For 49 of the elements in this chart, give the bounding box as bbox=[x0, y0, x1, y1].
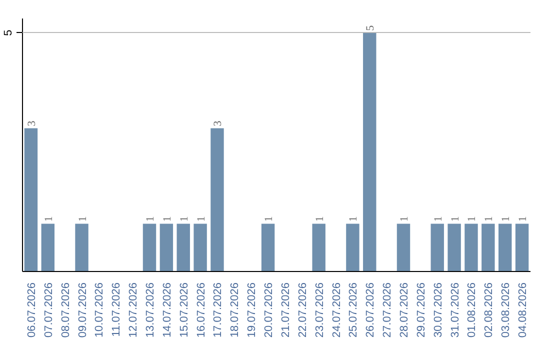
x-tick-label: 08.07.2026 bbox=[60, 282, 72, 338]
x-tick-label: 30.07.2026 bbox=[432, 282, 444, 338]
x-tick-label: 19.07.2026 bbox=[246, 282, 258, 338]
data-label: 1 bbox=[76, 216, 89, 222]
x-tick-label: 25.07.2026 bbox=[348, 282, 360, 338]
data-label: 1 bbox=[161, 216, 174, 222]
x-tick-label: 29.07.2026 bbox=[415, 282, 428, 338]
x-tick-label: 07.07.2026 bbox=[42, 282, 55, 338]
x-tick-label: 14.07.2026 bbox=[161, 282, 174, 338]
x-tick-label: 12.07.2026 bbox=[128, 282, 140, 338]
x-tick-label: 21.07.2026 bbox=[280, 282, 292, 338]
x-tick-label: 11.07.2026 bbox=[110, 282, 123, 337]
x-tick-label: 13.07.2026 bbox=[144, 282, 156, 338]
x-tick-label: 17.07.2026 bbox=[212, 282, 224, 338]
x-tick-label: 02.08.2026 bbox=[483, 282, 496, 338]
data-label: 1 bbox=[432, 216, 444, 222]
x-tick-label: 28.07.2026 bbox=[398, 282, 410, 338]
x-tick-label: 04.08.2026 bbox=[517, 282, 530, 338]
x-tick-label: 15.07.2026 bbox=[178, 282, 190, 338]
data-label: 1 bbox=[348, 216, 360, 222]
x-tick-label: 16.07.2026 bbox=[195, 282, 208, 338]
x-tick-label: 24.07.2026 bbox=[330, 282, 343, 338]
x-tick-label: 06.07.2026 bbox=[26, 282, 38, 338]
data-label: 1 bbox=[144, 216, 156, 222]
data-label: 1 bbox=[314, 216, 326, 222]
data-label: 3 bbox=[26, 120, 38, 126]
data-label: 1 bbox=[263, 216, 276, 222]
data-label: 5 bbox=[364, 24, 377, 31]
x-tick-label: 20.07.2026 bbox=[263, 282, 276, 338]
data-label: 1 bbox=[466, 216, 478, 222]
x-tick-label: 26.07.2026 bbox=[364, 282, 377, 338]
x-tick-label: 10.07.2026 bbox=[94, 282, 106, 338]
x-tick-label: 27.07.2026 bbox=[382, 282, 394, 338]
data-label: 1 bbox=[449, 216, 462, 222]
data-label: 1 bbox=[195, 216, 208, 222]
x-tick-label: 01.08.2026 bbox=[466, 282, 478, 338]
data-label: 1 bbox=[500, 216, 512, 222]
data-label: 1 bbox=[483, 216, 496, 222]
x-tick-label: 22.07.2026 bbox=[296, 282, 309, 338]
data-label: 1 bbox=[42, 216, 55, 222]
data-label: 1 bbox=[178, 216, 190, 222]
x-tick-label: 31.07.2026 bbox=[449, 282, 462, 338]
data-label: 1 bbox=[398, 216, 410, 222]
x-tick-label: 23.07.2026 bbox=[314, 282, 326, 338]
data-label: 3 bbox=[212, 120, 224, 126]
x-tick-label: 09.07.2026 bbox=[76, 282, 89, 338]
x-tick-label: 18.07.2026 bbox=[229, 282, 242, 338]
data-label: 1 bbox=[517, 216, 530, 222]
x-tick-label: 03.08.2026 bbox=[500, 282, 512, 338]
